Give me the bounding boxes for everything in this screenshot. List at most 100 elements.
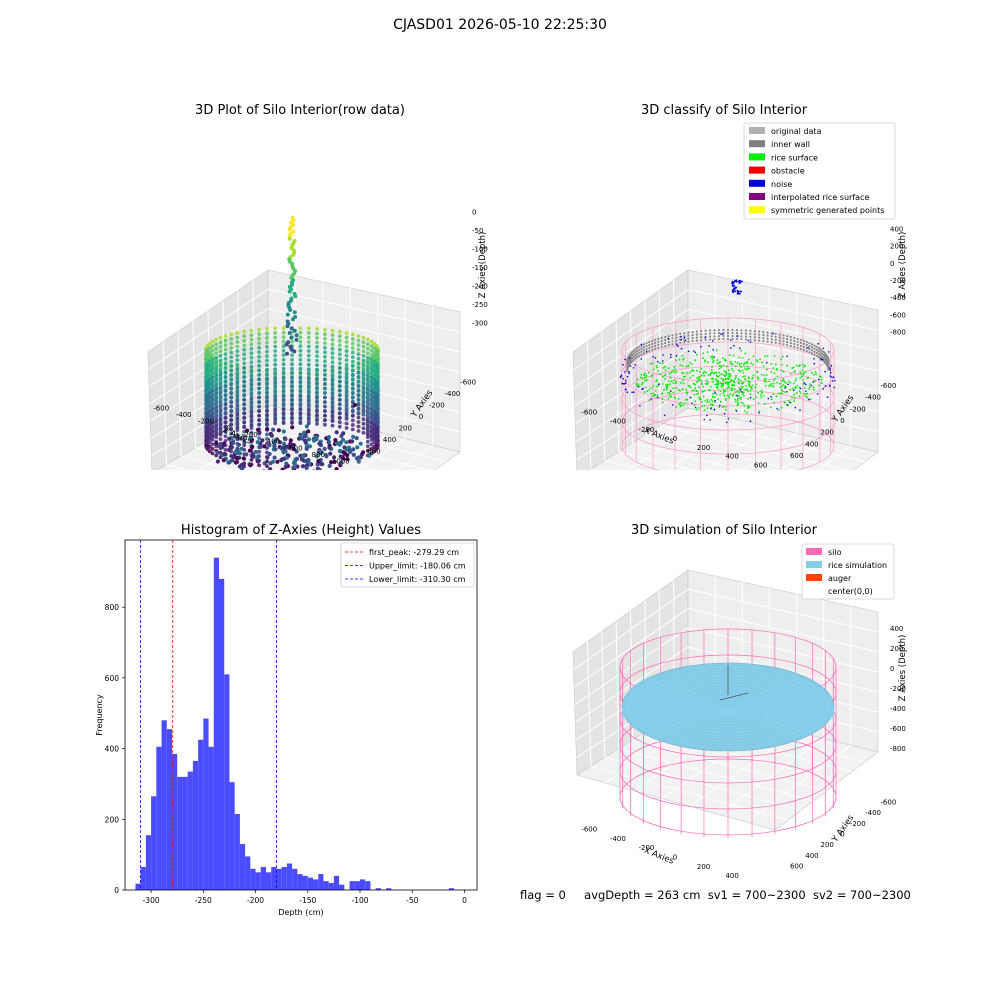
inner-wall-point [816,352,818,354]
inner-wall-point [705,333,707,335]
rice-surface-point [761,392,763,394]
noise-point [750,420,752,422]
noise-point [676,344,678,346]
rice-surface-point [732,384,734,386]
noise-point [706,415,708,417]
data-point [250,397,254,401]
rice-surface-point [771,383,773,385]
data-point [229,387,233,391]
data-point [229,351,233,355]
noise-point [714,400,716,402]
noise-point [713,356,715,358]
rice-surface-point [719,375,721,377]
rice-surface-point [776,382,778,384]
histogram-bar [261,867,266,890]
data-point [361,450,365,454]
rice-surface-point [744,389,746,391]
data-point [307,372,311,376]
z-tick-label: -600 [890,311,906,319]
x-tick-label: -600 [581,408,597,416]
noise-point [630,365,632,367]
rice-surface-point [740,397,742,399]
data-point [248,449,252,453]
data-point [362,395,366,399]
noise-point [646,351,648,353]
rice-surface-point [737,390,739,392]
data-point [366,365,370,369]
data-point [345,331,349,335]
rice-surface-point [796,385,798,387]
rice-surface-point [656,386,658,388]
z-tick-label: -250 [472,301,488,309]
rice-surface-point [700,380,702,382]
rice-surface-point [782,384,784,386]
rice-surface-point [809,386,811,388]
data-point [242,375,246,379]
data-point [257,400,261,404]
legend-swatch [749,193,765,200]
histogram-plot: -300 -250 -200 -150 -100 -50 00200400600800Dep… [0,520,500,920]
data-point [257,396,261,400]
data-point [323,373,327,377]
rice-surface-point [813,389,815,391]
inner-wall-point [818,356,820,358]
rice-surface-point [740,363,742,365]
data-point [242,357,246,361]
data-point [357,398,361,402]
data-point [229,364,233,368]
rice-surface-point [742,357,744,359]
y-tick-label: -200 [429,402,445,410]
data-point [331,356,335,360]
rice-surface-point [747,398,749,400]
rice-surface-point [704,400,706,402]
data-point [331,374,335,378]
data-point [250,369,254,373]
rice-surface-point [698,386,700,388]
data-point [323,332,327,336]
rice-surface-point [702,352,704,354]
rice-surface-point [698,379,700,381]
data-point [283,437,287,441]
rice-surface-point [788,381,790,383]
data-point [288,331,292,335]
data-point [265,332,269,336]
noise-point [672,404,674,406]
rice-surface-point [757,361,759,363]
data-point [315,372,319,376]
data-point [219,422,223,426]
legend-label: inner wall [771,140,810,149]
data-point [338,416,342,420]
rice-surface-point [672,387,674,389]
data-point [323,346,327,350]
rice-surface-point [689,362,691,364]
rice-surface-point [698,407,700,409]
rice-surface-point [790,373,792,375]
data-point [214,365,218,369]
data-point [236,390,240,394]
data-point [320,462,324,466]
noise-point [641,358,643,360]
data-point [317,442,321,446]
data-point [219,359,223,363]
inner-wall-point [803,340,805,342]
rice-surface-point [684,403,686,405]
noise-point [623,383,625,385]
data-point [250,415,254,419]
noise-point [621,383,623,385]
noise-point [714,409,716,411]
data-point [290,362,294,366]
data-point [307,367,311,371]
data-point [273,336,277,340]
data-point [331,424,335,428]
noise-point [685,340,687,342]
data-point [305,466,309,470]
data-point [351,391,355,395]
rice-surface-point [710,403,712,405]
rice-surface-point [666,386,668,388]
inner-wall-point [813,348,815,350]
histogram-bar [224,674,229,890]
rice-surface-point [700,368,702,370]
data-point [331,406,335,410]
data-point [315,341,319,345]
data-point [323,414,327,418]
